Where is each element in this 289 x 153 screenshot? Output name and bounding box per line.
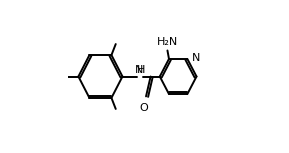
Text: N: N [192, 53, 200, 63]
Text: O: O [140, 103, 149, 113]
Text: H: H [137, 65, 145, 75]
Text: N: N [135, 65, 143, 75]
Text: H₂N: H₂N [157, 37, 178, 47]
